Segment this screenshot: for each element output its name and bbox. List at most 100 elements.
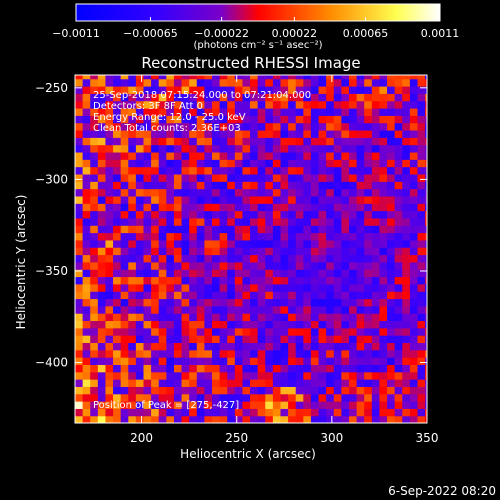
heatmap-cell bbox=[90, 342, 99, 351]
heatmap-cell bbox=[394, 225, 403, 234]
heatmap-cell bbox=[173, 115, 183, 124]
heatmap-cell bbox=[257, 195, 266, 204]
heatmap-cell bbox=[189, 298, 198, 307]
heatmap-cell bbox=[135, 342, 145, 351]
heatmap-cell bbox=[257, 349, 266, 358]
heatmap-cell bbox=[128, 386, 137, 395]
heatmap-cell bbox=[196, 298, 205, 307]
heatmap-cell bbox=[173, 335, 183, 344]
heatmap-cell bbox=[402, 100, 411, 109]
heatmap-cell bbox=[219, 85, 228, 94]
heatmap-cell bbox=[181, 254, 190, 263]
heatmap-cell bbox=[173, 129, 183, 138]
heatmap-cell bbox=[341, 349, 350, 358]
heatmap-cell bbox=[242, 393, 251, 402]
heatmap-cell bbox=[219, 254, 228, 263]
heatmap-cell bbox=[181, 393, 190, 402]
heatmap-cell bbox=[120, 115, 129, 124]
heatmap-cell bbox=[105, 137, 114, 146]
heatmap-cell bbox=[333, 415, 342, 423]
heatmap-cell bbox=[128, 276, 137, 285]
heatmap-cell bbox=[128, 247, 137, 256]
heatmap-cell bbox=[310, 379, 320, 387]
heatmap-cell bbox=[257, 203, 266, 212]
heatmap-cell bbox=[425, 415, 427, 423]
heatmap-cell bbox=[211, 232, 221, 241]
heatmap-cell bbox=[265, 210, 274, 219]
heatmap-cell bbox=[409, 342, 419, 351]
heatmap-cell bbox=[173, 364, 183, 373]
heatmap-cell bbox=[272, 291, 282, 300]
heatmap-cell bbox=[173, 159, 183, 168]
heatmap-cell bbox=[204, 247, 213, 256]
heatmap-cell bbox=[394, 203, 403, 212]
heatmap-cell bbox=[211, 210, 221, 219]
heatmap-cell bbox=[128, 173, 137, 182]
heatmap-cell bbox=[105, 357, 114, 365]
heatmap-cell bbox=[204, 342, 213, 351]
heatmap-cell bbox=[265, 247, 274, 256]
heatmap-cell bbox=[181, 232, 190, 241]
heatmap-cell bbox=[295, 283, 304, 292]
heatmap-cell bbox=[158, 78, 167, 87]
heatmap-cell bbox=[135, 401, 145, 409]
heatmap-cell bbox=[242, 386, 251, 395]
heatmap-cell bbox=[196, 415, 205, 423]
heatmap-cell bbox=[356, 210, 365, 219]
heatmap-cell bbox=[265, 203, 274, 212]
heatmap-cell bbox=[113, 122, 122, 131]
heatmap-cell bbox=[211, 401, 221, 409]
heatmap-cell bbox=[333, 85, 342, 94]
heatmap-cell bbox=[128, 379, 137, 387]
heatmap-cell bbox=[113, 85, 122, 94]
heatmap-cell bbox=[166, 342, 175, 351]
heatmap-cell bbox=[227, 335, 236, 344]
heatmap-cell bbox=[356, 298, 365, 307]
heatmap-cell bbox=[425, 342, 427, 351]
heatmap-cell bbox=[310, 85, 320, 94]
heatmap-cell bbox=[265, 122, 274, 131]
heatmap-cell bbox=[97, 247, 107, 256]
heatmap-cell bbox=[166, 151, 175, 160]
heatmap-cell bbox=[326, 75, 335, 80]
heatmap-cell bbox=[250, 151, 259, 160]
heatmap-cell bbox=[189, 217, 198, 226]
heatmap-cell bbox=[280, 75, 289, 80]
heatmap-cell bbox=[250, 144, 259, 153]
heatmap-cell bbox=[310, 305, 320, 314]
heatmap-cell bbox=[341, 335, 350, 344]
heatmap-cell bbox=[227, 247, 236, 256]
heatmap-cell bbox=[196, 217, 205, 226]
heatmap-cell bbox=[409, 276, 419, 285]
heatmap-cell bbox=[394, 254, 403, 263]
heatmap-cell bbox=[295, 75, 304, 80]
heatmap-cell bbox=[257, 291, 266, 300]
heatmap-cell bbox=[310, 166, 320, 175]
heatmap-cell bbox=[348, 232, 358, 241]
heatmap-cell bbox=[409, 364, 419, 373]
annotation-clean-counts: Clean Total counts: 2.36E+03 bbox=[93, 123, 241, 134]
heatmap-cell bbox=[234, 276, 244, 285]
heatmap-cell bbox=[364, 401, 373, 409]
heatmap-cell bbox=[151, 225, 160, 234]
heatmap-cell bbox=[151, 327, 160, 336]
heatmap-cell bbox=[242, 188, 251, 197]
heatmap-cell bbox=[97, 415, 107, 423]
heatmap-cell bbox=[120, 298, 129, 307]
heatmap-cell bbox=[379, 129, 388, 138]
heatmap-cell bbox=[348, 269, 358, 278]
heatmap-cell bbox=[143, 371, 152, 380]
heatmap-cell bbox=[425, 210, 427, 219]
heatmap-cell bbox=[227, 269, 236, 278]
heatmap-cell bbox=[318, 129, 327, 138]
heatmap-cell bbox=[113, 107, 122, 116]
heatmap-cell bbox=[227, 115, 236, 124]
heatmap-cell bbox=[326, 298, 335, 307]
heatmap-cell bbox=[417, 166, 426, 175]
heatmap-cell bbox=[402, 327, 411, 336]
heatmap-cell bbox=[280, 305, 289, 314]
heatmap-cell bbox=[196, 335, 205, 344]
heatmap-cell bbox=[143, 78, 152, 87]
heatmap-cell bbox=[242, 379, 251, 387]
heatmap-cell bbox=[166, 85, 175, 94]
